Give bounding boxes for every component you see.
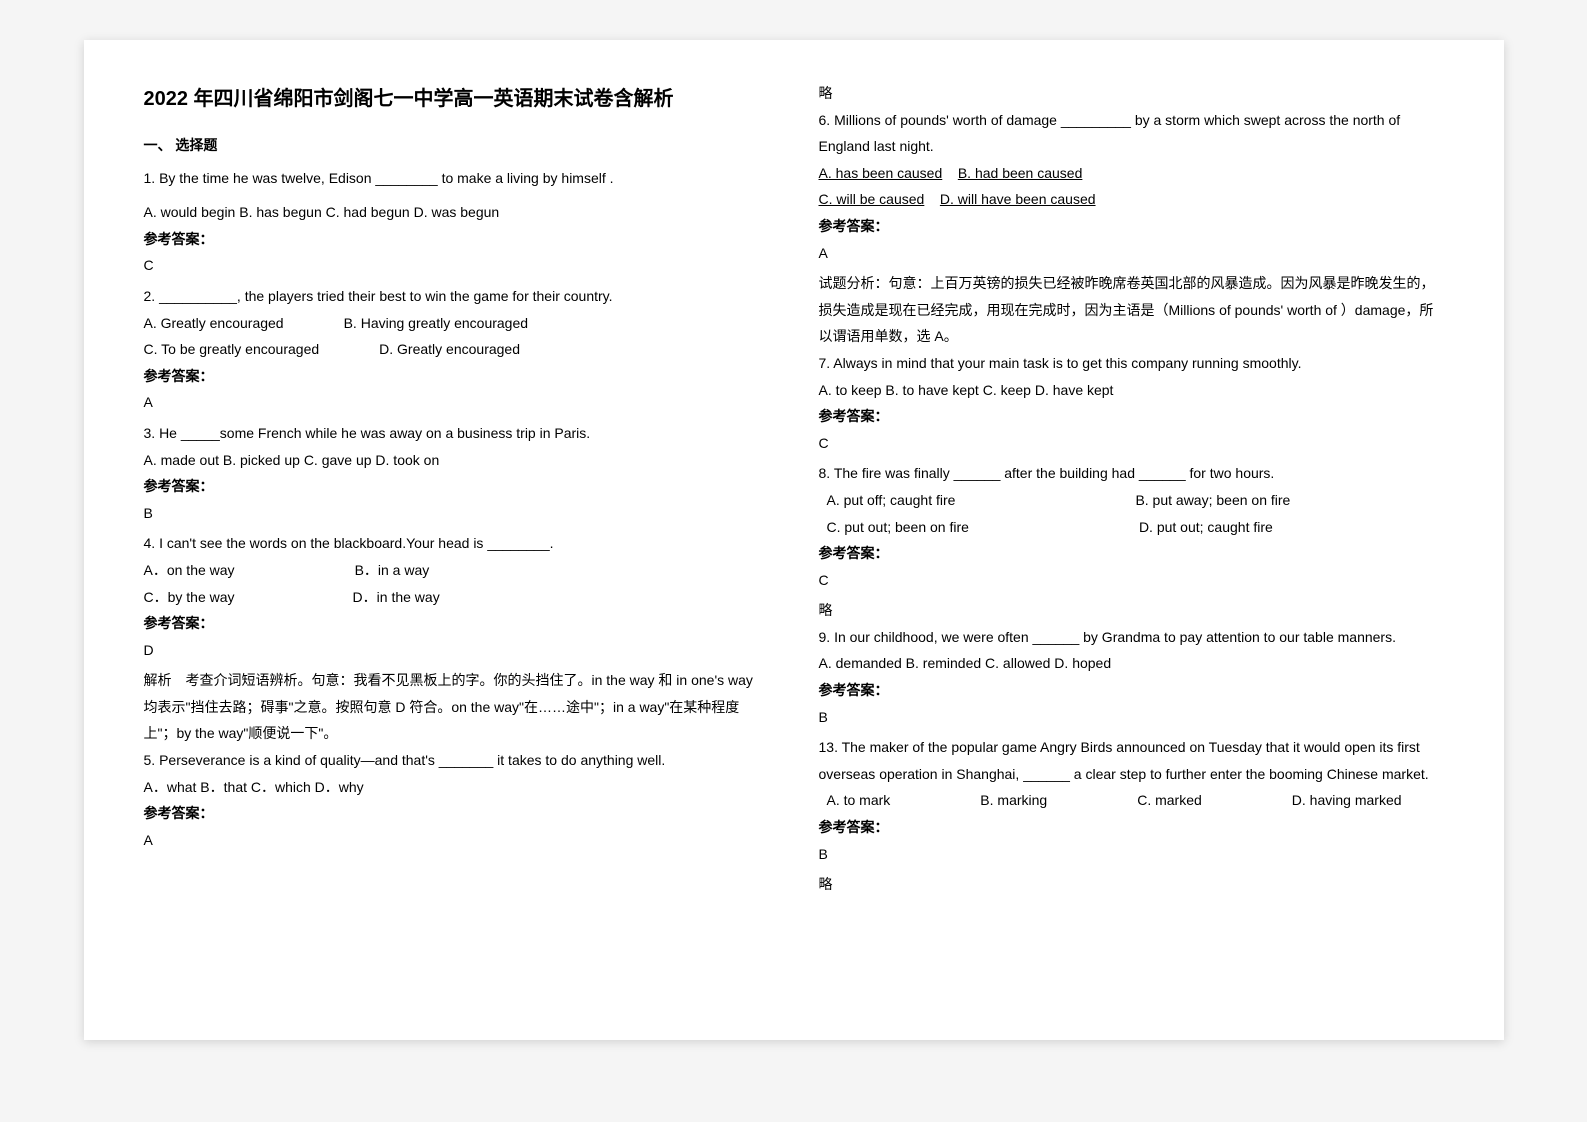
q13-optB: B. marking bbox=[980, 787, 1047, 814]
q6-answer: A bbox=[819, 240, 1444, 267]
q13-brief: 略 bbox=[819, 871, 1444, 898]
q5-answer: A bbox=[144, 827, 769, 854]
q2-answer: A bbox=[144, 389, 769, 416]
q8-stem: 8. The fire was finally ______ after the… bbox=[819, 460, 1444, 487]
q5-options: A．what B．that C．which D．why bbox=[144, 774, 769, 801]
q4-answer: D bbox=[144, 637, 769, 664]
q8-optD: D. put out; caught fire bbox=[1139, 514, 1273, 541]
q9-options: A. demanded B. reminded C. allowed D. ho… bbox=[819, 650, 1444, 677]
q4-stem: 4. I can't see the words on the blackboa… bbox=[144, 530, 769, 557]
q6-optA: A. has been caused bbox=[819, 165, 943, 181]
left-column: 2022 年四川省绵阳市剑阁七一中学高一英语期末试卷含解析 一、 选择题 1. … bbox=[144, 80, 769, 990]
q6-optC: C. will be caused bbox=[819, 191, 925, 207]
q7-stem: 7. Always in mind that your main task is… bbox=[819, 350, 1444, 377]
q8-answer-label: 参考答案： bbox=[819, 540, 1444, 567]
q4-optB: B．in a way bbox=[355, 557, 430, 584]
q4-answer-label: 参考答案： bbox=[144, 610, 769, 637]
q1-answer-label: 参考答案： bbox=[144, 226, 769, 253]
q2-optC: C. To be greatly encouraged bbox=[144, 336, 320, 363]
q13-stem: 13. The maker of the popular game Angry … bbox=[819, 734, 1444, 787]
q6-stem: 6. Millions of pounds' worth of damage _… bbox=[819, 107, 1444, 160]
q7-options: A. to keep B. to have kept C. keep D. ha… bbox=[819, 377, 1444, 404]
right-column: 略 6. Millions of pounds' worth of damage… bbox=[819, 80, 1444, 990]
q5-answer-label: 参考答案： bbox=[144, 800, 769, 827]
q9-answer-label: 参考答案： bbox=[819, 677, 1444, 704]
q3-options: A. made out B. picked up C. gave up D. t… bbox=[144, 447, 769, 474]
q8-brief: 略 bbox=[819, 597, 1444, 624]
q9-answer: B bbox=[819, 704, 1444, 731]
q8-optB: B. put away; been on fire bbox=[1135, 487, 1290, 514]
q2-optA: A. Greatly encouraged bbox=[144, 310, 284, 337]
q13-answer-label: 参考答案： bbox=[819, 814, 1444, 841]
q4-optC: C．by the way bbox=[144, 584, 235, 611]
q3-answer: B bbox=[144, 500, 769, 527]
page-title: 2022 年四川省绵阳市剑阁七一中学高一英语期末试卷含解析 bbox=[144, 80, 769, 118]
q1-options: A. would begin B. has begun C. had begun… bbox=[144, 199, 769, 226]
q4-optD: D．in the way bbox=[353, 584, 440, 611]
q6-answer-label: 参考答案： bbox=[819, 213, 1444, 240]
q13-optA: A. to mark bbox=[827, 787, 891, 814]
q3-answer-label: 参考答案： bbox=[144, 473, 769, 500]
q6-optD: D. will have been caused bbox=[940, 191, 1096, 207]
section-heading: 一、 选择题 bbox=[144, 132, 769, 159]
q2-optB: B. Having greatly encouraged bbox=[344, 310, 528, 337]
q8-optC: C. put out; been on fire bbox=[827, 514, 969, 541]
q3-stem: 3. He _____some French while he was away… bbox=[144, 420, 769, 447]
q13-answer: B bbox=[819, 841, 1444, 868]
q2-answer-label: 参考答案： bbox=[144, 363, 769, 390]
q13-optC: C. marked bbox=[1137, 787, 1202, 814]
q1-stem: 1. By the time he was twelve, Edison ___… bbox=[144, 165, 769, 192]
page: 2022 年四川省绵阳市剑阁七一中学高一英语期末试卷含解析 一、 选择题 1. … bbox=[84, 40, 1504, 1040]
q6-optB: B. had been caused bbox=[958, 165, 1083, 181]
q6-explanation: 试题分析：句意：上百万英镑的损失已经被昨晚席卷英国北部的风暴造成。因为风暴是昨晚… bbox=[819, 270, 1444, 350]
q4-optA: A．on the way bbox=[144, 557, 235, 584]
q7-answer-label: 参考答案： bbox=[819, 403, 1444, 430]
q7-answer: C bbox=[819, 430, 1444, 457]
q8-answer: C bbox=[819, 567, 1444, 594]
q1-answer: C bbox=[144, 252, 769, 279]
q13-optD: D. having marked bbox=[1292, 787, 1402, 814]
q5-stem: 5. Perseverance is a kind of quality—and… bbox=[144, 747, 769, 774]
q4-explanation: 解析 考查介词短语辨析。句意：我看不见黑板上的字。你的头挡住了。in the w… bbox=[144, 667, 769, 747]
q2-optD: D. Greatly encouraged bbox=[379, 336, 520, 363]
q2-stem: 2. __________, the players tried their b… bbox=[144, 283, 769, 310]
q9-stem: 9. In our childhood, we were often _____… bbox=[819, 624, 1444, 651]
q8-optA: A. put off; caught fire bbox=[827, 487, 956, 514]
q5-brief: 略 bbox=[819, 80, 1444, 107]
